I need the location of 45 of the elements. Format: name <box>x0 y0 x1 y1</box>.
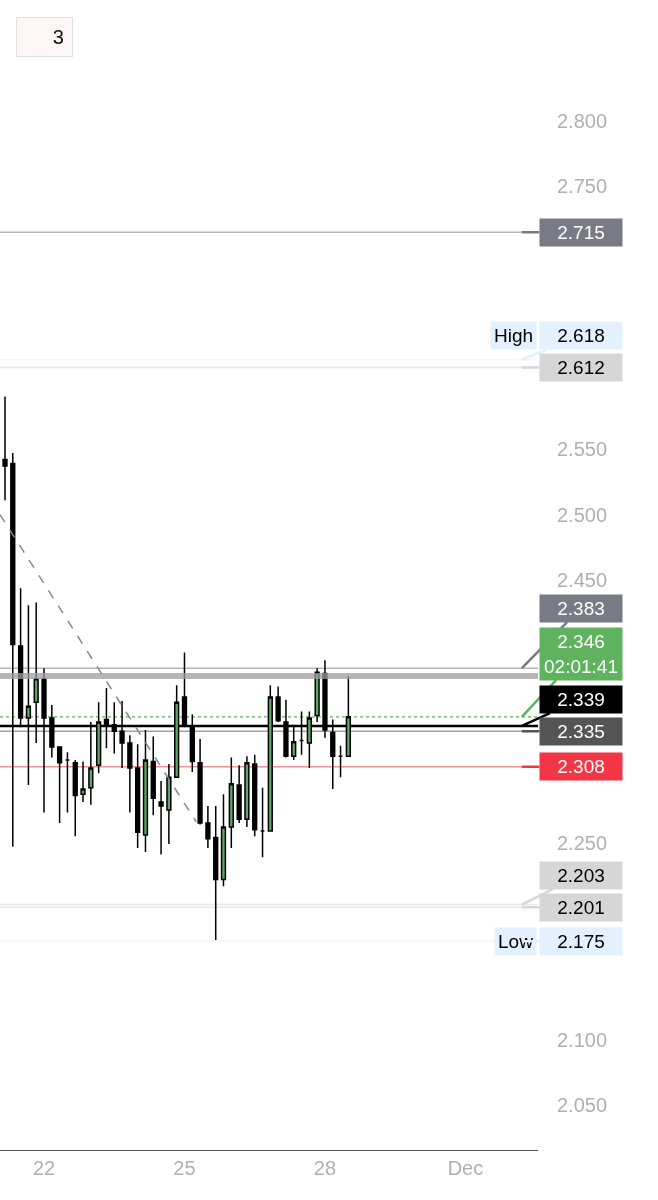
annotation: 3 <box>25 26 64 48</box>
ref-line-label: 2.383 <box>557 598 605 619</box>
candlestick <box>2 395 8 501</box>
candlestick <box>205 805 211 849</box>
candlestick <box>166 763 172 845</box>
x-tick-label: Dec <box>447 1157 484 1179</box>
candlestick <box>213 805 219 941</box>
candlestick <box>275 685 281 723</box>
candlestick <box>252 754 258 837</box>
candlestick <box>158 780 164 856</box>
candlestick <box>228 756 234 849</box>
candlestick <box>244 755 250 828</box>
candlestick <box>142 729 149 853</box>
ref-line-label: 2.715 <box>557 222 605 243</box>
candlestick <box>56 746 63 824</box>
x-tick-label: 28 <box>313 1157 337 1179</box>
y-tick-label: 2.050 <box>557 1094 608 1117</box>
candlestick <box>80 760 86 803</box>
candlestick <box>337 744 344 778</box>
y-tick-label: 2.450 <box>557 569 608 592</box>
x-tick-label: 22 <box>32 1157 56 1179</box>
y-tick-label: 2.500 <box>557 503 608 526</box>
ref-line-label: 2.339 <box>557 689 605 710</box>
candlestick <box>259 786 266 858</box>
ref-line-label: 2.203 <box>557 865 605 886</box>
candlestick <box>72 759 78 837</box>
candlestick <box>127 734 133 814</box>
ref-line-label: 2.346 02:01:41 <box>544 631 618 677</box>
text: High 2.618 <box>494 325 605 346</box>
ref-line-label: 2.335 <box>557 721 605 742</box>
y-tick-label: 2.800 <box>557 109 608 132</box>
candlestick <box>135 743 141 849</box>
candlestick <box>197 738 203 826</box>
candlestick <box>220 793 227 887</box>
ref-line-label: 2.612 <box>557 357 605 378</box>
candlestick <box>236 764 242 824</box>
y-tick-label: 2.100 <box>557 1028 608 1051</box>
x-tick-label: 25 <box>173 1157 196 1179</box>
y-tick-label: 2.550 <box>557 437 608 460</box>
candlestick <box>150 735 156 816</box>
candlestick <box>64 751 71 814</box>
y-tick-label: 2.750 <box>557 175 608 198</box>
ref-line-label: 2.201 <box>557 897 605 918</box>
ref-line-label: 2.308 <box>557 756 605 777</box>
y-tick-label: 2.250 <box>557 831 608 854</box>
